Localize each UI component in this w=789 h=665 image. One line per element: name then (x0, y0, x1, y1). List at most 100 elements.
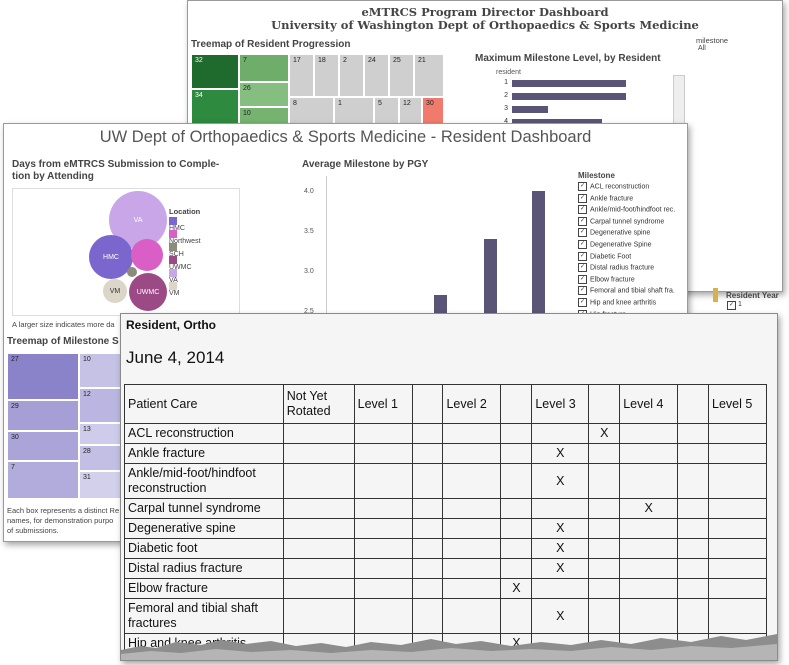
level-cell (708, 538, 767, 559)
legend-label: Northwest (169, 238, 201, 245)
treemap-cell[interactable]: 29 (7, 400, 79, 431)
milestone-checkbox[interactable]: ✓ Diabetic Foot (578, 251, 631, 261)
level-cell (677, 498, 710, 519)
legend-label: VA (169, 277, 178, 284)
level-cell (619, 463, 679, 499)
resident-dashboard-title: UW Dept of Orthopaedics & Sports Medicin… (99, 128, 592, 146)
avg-chart-title: Average Milestone by PGY (302, 159, 429, 170)
level-cell (588, 498, 621, 519)
program-dashboard-title: eMTRCS Program Director Dashboard (361, 5, 609, 19)
treemap-cell[interactable]: 18 (314, 54, 339, 97)
level-cell: X (531, 538, 590, 559)
bar-chart-title: Maximum Milestone Level, by Resident (475, 53, 661, 64)
resident-year-option-label: 1 (737, 301, 742, 308)
level-cell (531, 423, 590, 444)
level-cell (619, 598, 679, 634)
legend-item[interactable]: Northwest (169, 230, 201, 245)
treemap2-note: Each box represents a distinct Re names,… (7, 506, 119, 536)
legend-swatch (169, 282, 177, 290)
y-tick-label: 4.0 (304, 188, 314, 195)
legend-label: VM (169, 290, 180, 297)
milestone-checkbox[interactable]: ✓ Degenerative Spine (578, 240, 652, 249)
patient-care-item: Degenerative spine (124, 518, 284, 539)
bar[interactable] (512, 119, 602, 126)
bar[interactable] (512, 80, 626, 87)
level-cell (353, 598, 413, 634)
milestone-filter-value[interactable]: All (698, 45, 706, 52)
level-cell (282, 558, 355, 579)
treemap-cell[interactable]: 7 (7, 461, 79, 499)
level-cell (442, 518, 502, 539)
level-cell (500, 598, 533, 634)
treemap-cell[interactable]: 25 (389, 54, 414, 97)
check-icon: ✓ (578, 251, 587, 261)
treemap-cell[interactable]: 26 (239, 82, 289, 107)
table-row: Femoral and tibial shaft fractures X (124, 598, 767, 634)
milestone-checkbox[interactable]: ✓ Ankle fracture (578, 193, 633, 203)
milestone-checkbox[interactable]: ✓ Ankle/mid-foot/hindfoot rec. (578, 205, 675, 215)
level-cell (411, 598, 444, 634)
treemap-title: Treemap of Resident Progression (191, 39, 351, 50)
level-cell (411, 498, 444, 519)
milestone-checkbox[interactable]: ✓ Femoral and tibial shaft fra. (578, 286, 675, 296)
bubble[interactable]: HMC (89, 235, 133, 279)
table-row: Diabetic foot X (124, 538, 767, 559)
bubble[interactable]: VM (103, 279, 127, 303)
legend-item[interactable]: UWMC (169, 256, 192, 271)
bar[interactable] (512, 106, 548, 113)
y-tick-label: 3.5 (304, 228, 314, 235)
max-milestone-bar-chart: 1 2 3 4 (488, 77, 688, 137)
level-cell (282, 463, 355, 499)
level-cell (442, 558, 502, 579)
milestone-checkbox[interactable]: ✓ ACL reconstruction (578, 182, 649, 191)
check-icon: ✓ (578, 216, 587, 226)
treemap-cell[interactable]: 7 (239, 54, 289, 82)
treemap-cell[interactable]: 21 (414, 54, 444, 97)
y-tick-label: 2.5 (304, 308, 314, 315)
treemap-cell[interactable]: 30 (7, 431, 79, 461)
level-cell (588, 443, 621, 464)
bubble-chart-title: Days from eMTRCS Submission to Comple- t… (12, 159, 242, 183)
legend-item[interactable]: HMC (169, 217, 185, 232)
level-cell (708, 518, 767, 539)
level-cell (677, 518, 710, 539)
level-cell (282, 423, 355, 444)
level-cell (500, 423, 533, 444)
treemap-cell[interactable]: 27 (7, 353, 79, 400)
legend-item[interactable]: SCH (169, 243, 184, 258)
level-cell: X (531, 518, 590, 539)
legend-item[interactable]: VA (169, 269, 180, 284)
bubble[interactable]: UWMC (129, 273, 167, 311)
legend-item[interactable]: VM (169, 282, 180, 297)
level-cell (500, 538, 533, 559)
level-cell (500, 518, 533, 539)
legend-swatch (169, 217, 177, 225)
milestone-checkbox[interactable]: ✓ Degenerative spine (578, 228, 650, 238)
treemap-cell[interactable]: 32 (191, 54, 239, 89)
table-row: Distal radius fracture X (124, 558, 767, 579)
level-cell (677, 423, 710, 444)
level-cell (677, 558, 710, 579)
legend-label: SCH (169, 251, 184, 258)
treemap-cell[interactable]: 24 (364, 54, 389, 97)
milestone-checkbox[interactable]: ✓ Distal radius fracture (578, 263, 654, 273)
milestone-checkbox[interactable]: ✓ Hip and knee arthritis (578, 298, 656, 307)
bubble[interactable] (131, 239, 163, 271)
level-cell (531, 578, 590, 599)
milestone-checkbox[interactable]: ✓ Carpal tunnel syndrome (578, 216, 664, 226)
bubble[interactable] (127, 267, 137, 277)
bubble-chart-title-line: tion by Attending (12, 171, 94, 182)
level-cell (588, 518, 621, 539)
treemap-cell[interactable]: 2 (339, 54, 364, 97)
milestone-checkbox[interactable]: ✓ Elbow fracture (578, 274, 635, 284)
avg-milestone-bar[interactable] (484, 239, 497, 336)
level-cell: X (531, 463, 590, 499)
legend-swatch (169, 243, 177, 251)
level-cell (500, 463, 533, 499)
avg-milestone-bar[interactable] (532, 191, 545, 336)
bar[interactable] (512, 93, 626, 100)
treemap-milestone: 27 10 12 29 30 13 28 7 31 (7, 353, 132, 499)
resident-year-option[interactable]: ✓ 1 (727, 301, 742, 310)
level-cell (619, 443, 679, 464)
treemap-cell[interactable]: 17 (289, 54, 314, 97)
